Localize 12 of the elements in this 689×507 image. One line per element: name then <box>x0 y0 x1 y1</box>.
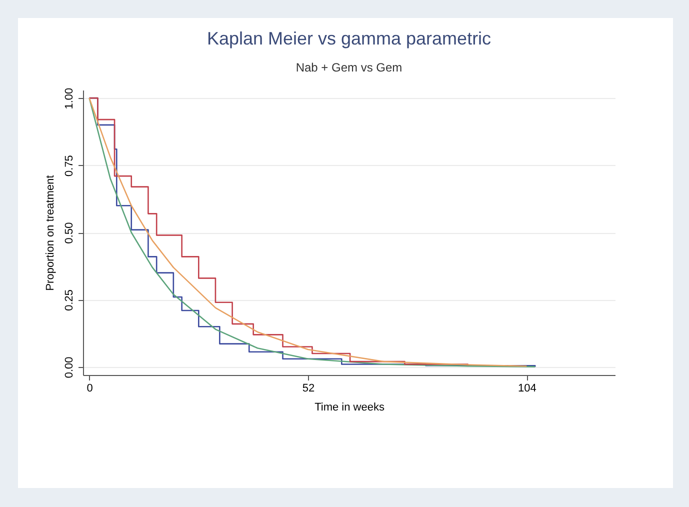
y-axis-title: Proportion on treatment <box>44 175 56 291</box>
y-tick-label: 0.00 <box>64 356 76 378</box>
y-tick-label: 0.50 <box>64 222 76 244</box>
y-tick-label: 0.75 <box>64 155 76 176</box>
y-tick-label: 0.25 <box>64 290 76 311</box>
x-axis-title: Time in weeks <box>314 402 385 414</box>
chart-subtitle: Nab + Gem vs Gem <box>296 60 402 74</box>
x-tick-label: 104 <box>518 382 536 394</box>
x-tick-label: 52 <box>302 382 315 394</box>
x-tick-label: 0 <box>86 382 93 394</box>
chart-title: Kaplan Meier vs gamma parametric <box>206 28 492 48</box>
y-tick-label: 1.00 <box>64 88 76 110</box>
